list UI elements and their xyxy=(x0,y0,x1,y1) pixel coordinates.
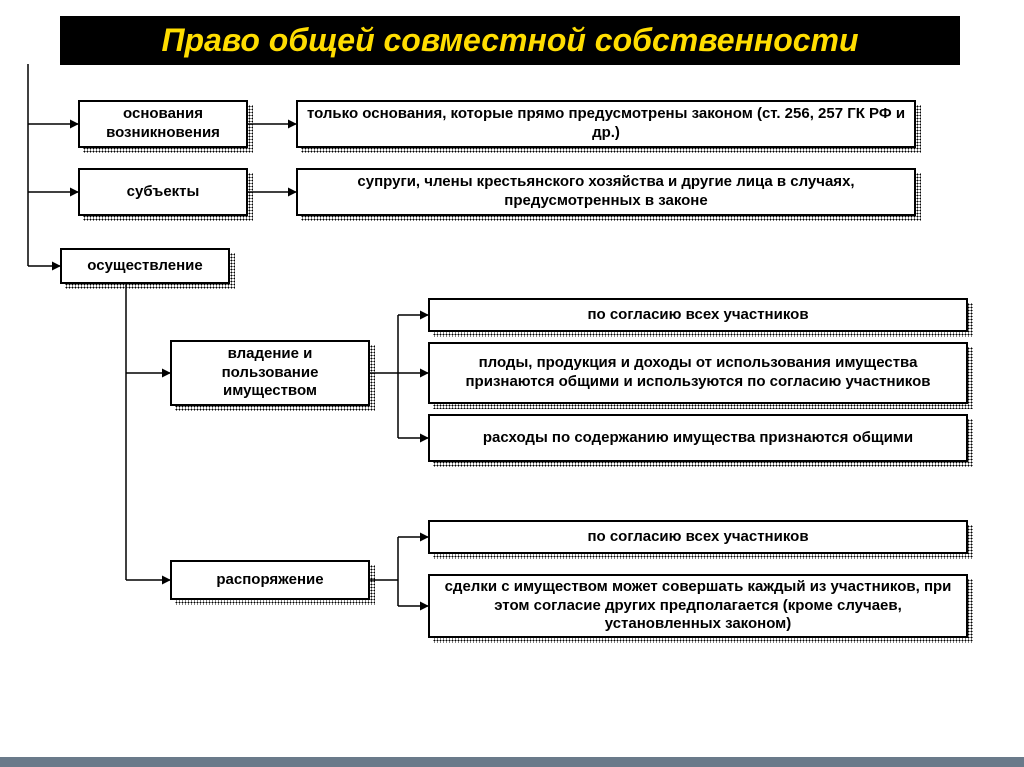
node-subj-detail: супруги, члены крестьянского хозяйства и… xyxy=(296,168,916,216)
node-rasp: распоряжение xyxy=(170,560,370,600)
node-rasp-2: сделки с имуществом может совершать кажд… xyxy=(428,574,968,638)
footer-bar xyxy=(0,757,1024,767)
node-vlad-1: по согласию всех участников xyxy=(428,298,968,332)
node-osnov: основания возникновения xyxy=(78,100,248,148)
node-osushch: осуществление xyxy=(60,248,230,284)
node-vlad-3: расходы по содержанию имущества признают… xyxy=(428,414,968,462)
node-vlad-2: плоды, продукция и доходы от использован… xyxy=(428,342,968,404)
node-subj: субъекты xyxy=(78,168,248,216)
node-vlad: владение и пользование имуществом xyxy=(170,340,370,406)
node-osnov-detail: только основания, которые прямо предусмо… xyxy=(296,100,916,148)
diagram-title: Право общей совместной собственности xyxy=(60,16,960,65)
node-rasp-1: по согласию всех участников xyxy=(428,520,968,554)
